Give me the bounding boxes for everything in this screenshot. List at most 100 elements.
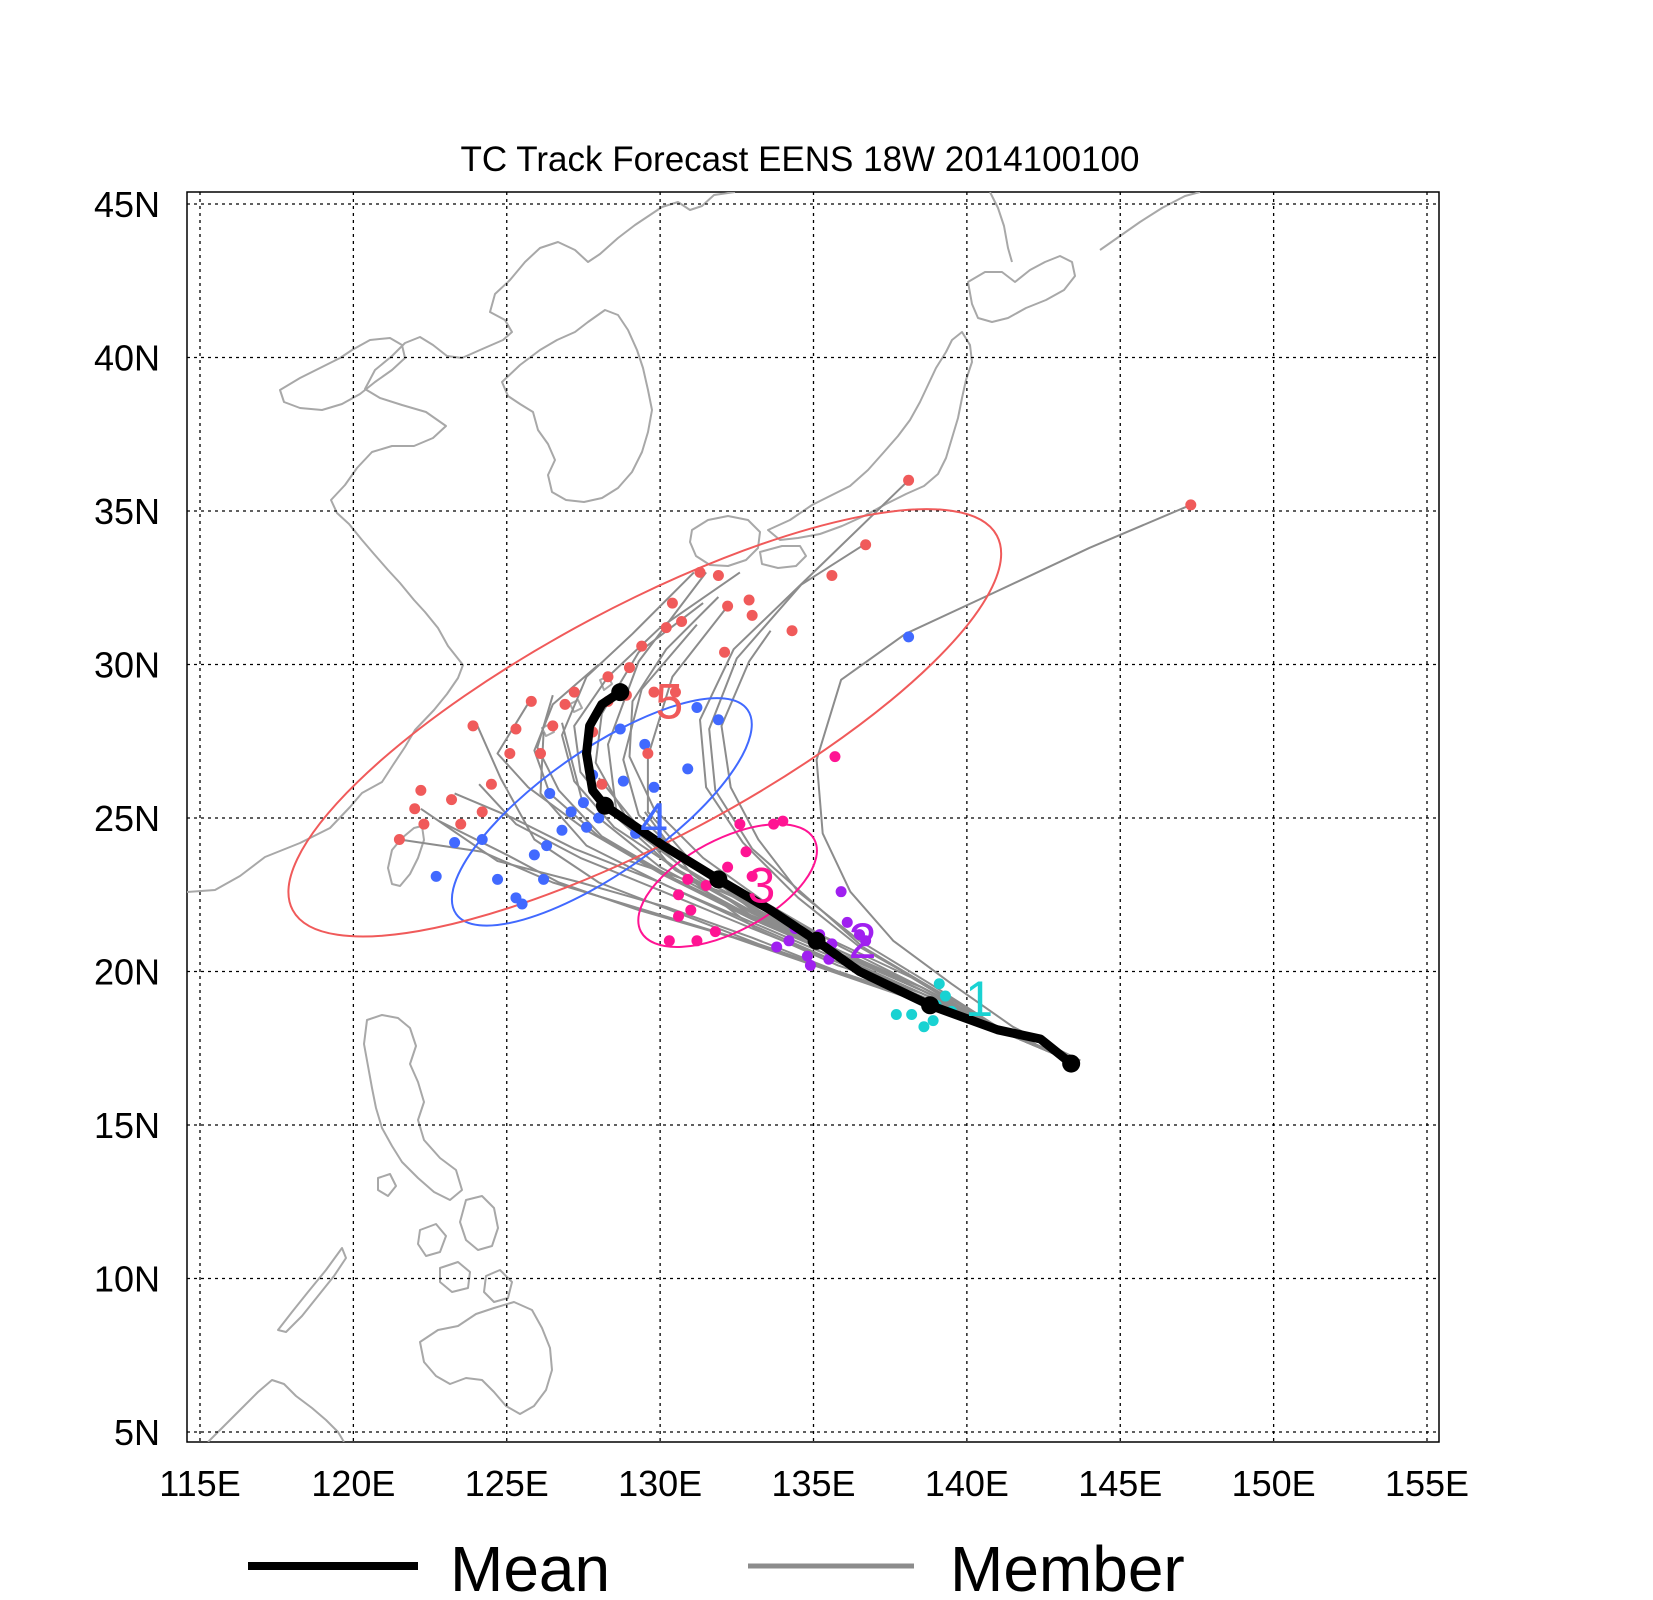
- day5-member-point: [467, 720, 479, 732]
- y-tick-label: 10N: [94, 1259, 160, 1300]
- day4-member-point: [476, 833, 488, 845]
- day2-member-point: [860, 935, 872, 947]
- day-label-4: 4: [640, 793, 668, 849]
- day5-member-point: [602, 671, 614, 683]
- y-tick-label: 40N: [94, 338, 160, 379]
- day3-member-point: [777, 815, 789, 827]
- mainland-coastline: [187, 192, 736, 893]
- legend-member-label: Member: [950, 1533, 1185, 1600]
- day4-member-point: [648, 781, 660, 793]
- day5-member-point: [826, 569, 838, 581]
- day4-member-point: [903, 631, 915, 643]
- day1-member-point: [939, 990, 951, 1002]
- y-tick-label: 45N: [94, 184, 160, 225]
- day3-member-point: [746, 870, 758, 882]
- day5-member-point: [1185, 499, 1197, 511]
- day5-member-point: [409, 803, 421, 815]
- mean-day-marker: [611, 683, 630, 702]
- day5-member-point: [860, 539, 872, 551]
- day2-member-point: [835, 886, 847, 898]
- day5-member-point: [393, 833, 405, 845]
- member-track-line: [815, 503, 1192, 1062]
- day4-member-point: [639, 738, 651, 750]
- day5-member-point: [666, 597, 678, 609]
- day4-member-point: [528, 849, 540, 861]
- day5-member-point: [415, 784, 427, 796]
- day5-member-point: [694, 566, 706, 578]
- mean-track: [582, 683, 1081, 1073]
- day5-member-point: [510, 723, 522, 735]
- day4-ellipse: [450, 697, 753, 927]
- day3-member-point: [722, 861, 734, 873]
- taiwan-coastline: [387, 825, 425, 887]
- y-tick-label: 20N: [94, 952, 160, 993]
- day5-member-point: [547, 720, 559, 732]
- day3-member-point: [682, 873, 694, 885]
- member-track-line: [720, 630, 1078, 1065]
- x-tick-label: 155E: [1385, 1463, 1469, 1504]
- day5-member-point: [648, 686, 660, 698]
- day3-member-point: [829, 751, 841, 763]
- sakhalin-coastline: [989, 192, 1201, 263]
- day5-member-point: [559, 698, 571, 710]
- day3-member-point: [673, 910, 685, 922]
- legend-mean-label: Mean: [450, 1533, 610, 1600]
- day1-member-point: [918, 1021, 930, 1033]
- day5-member-point: [568, 686, 580, 698]
- day-labels: 1 2 3 4 5: [640, 673, 993, 1027]
- day5-member-point: [676, 616, 688, 628]
- uncertainty-ellipses: [287, 508, 1003, 948]
- mean-day-marker: [709, 870, 728, 889]
- day4-member-point: [541, 840, 553, 852]
- y-axis-tick-labels: 45N 40N 35N 30N 25N 20N 15N 10N 5N: [94, 184, 160, 1453]
- y-tick-label: 15N: [94, 1105, 160, 1146]
- x-tick-label: 150E: [1232, 1463, 1316, 1504]
- day-label-2: 2: [849, 913, 877, 969]
- japan-coastline: [689, 255, 1076, 569]
- day5-member-point: [746, 609, 758, 621]
- day4-member-point: [617, 775, 629, 787]
- day5-member-point: [455, 818, 467, 830]
- day4-member-point: [492, 873, 504, 885]
- mindanao-coastline: [419, 1301, 553, 1415]
- day1-member-point: [933, 978, 945, 990]
- day1-member-point: [890, 1008, 902, 1020]
- day3-member-point: [734, 818, 746, 830]
- mean-day-marker: [807, 931, 826, 950]
- day5-member-point: [712, 569, 724, 581]
- day-label-5: 5: [655, 673, 683, 729]
- day5-member-point: [669, 686, 681, 698]
- day3-member-point: [673, 889, 685, 901]
- day4-member-point: [449, 837, 461, 849]
- day5-member-point: [719, 646, 731, 658]
- korea-coastline: [501, 309, 653, 503]
- y-tick-label: 25N: [94, 798, 160, 839]
- day3-ellipse: [637, 823, 818, 948]
- y-tick-label: 5N: [114, 1412, 160, 1453]
- day5-member-point: [642, 748, 654, 760]
- day5-member-point: [743, 594, 755, 606]
- mean-day-marker: [595, 796, 614, 815]
- day3-member-point: [685, 904, 697, 916]
- day5-member-point: [534, 748, 546, 760]
- x-axis-tick-labels: 115E 120E 125E 130E 135E 140E 145E 150E 155E: [159, 1463, 1469, 1504]
- day4-member-point: [581, 821, 593, 833]
- day4-member-point: [691, 701, 703, 713]
- day2-member-point: [771, 941, 783, 953]
- day3-member-point: [663, 935, 675, 947]
- palawan-coastline: [277, 1247, 347, 1333]
- day1-member-point: [927, 1015, 939, 1027]
- day5-member-point: [786, 625, 798, 637]
- day4-member-point: [430, 870, 442, 882]
- mean-day-marker: [1062, 1054, 1081, 1073]
- lat-lon-grid: [187, 192, 1439, 1442]
- day3-member-point: [700, 880, 712, 892]
- x-tick-label: 145E: [1078, 1463, 1162, 1504]
- y-tick-label: 35N: [94, 491, 160, 532]
- day2-member-point: [801, 950, 813, 962]
- day5-member-point: [596, 778, 608, 790]
- day3-member-point: [691, 935, 703, 947]
- day2-member-point: [804, 959, 816, 971]
- day4-member-point: [682, 763, 694, 775]
